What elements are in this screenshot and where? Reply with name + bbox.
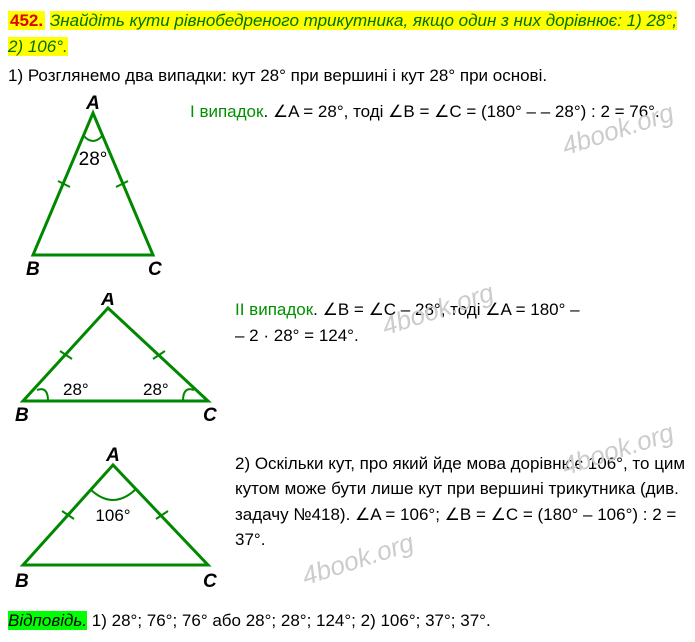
label-A-3: A (105, 447, 120, 466)
triangle-1 (33, 113, 153, 255)
case1-label: I випадок (190, 102, 263, 121)
row-case2: A 28° 28° B C II випадок. ∠B = ∠C – 28°,… (8, 293, 687, 441)
triangle-2 (23, 308, 208, 401)
intro-text: 1) Розглянемо два випадки: кут 28° при в… (8, 63, 687, 89)
answer-text: 1) 28°; 76°; 76° або 28°; 28°; 124°; 2) … (87, 611, 491, 630)
case2-label: II випадок (235, 300, 313, 319)
case2-body-b: – 2 · 28° = 124°. (235, 326, 359, 345)
apex-angle-arc (83, 135, 103, 141)
label-C: C (148, 259, 162, 280)
angle-right-text: 28° (143, 380, 169, 399)
apex-angle-text: 28° (79, 149, 108, 170)
case1-text-col: I випадок. ∠A = 28°, тоді ∠B = ∠C = (180… (190, 95, 687, 125)
label-C-2: C (203, 405, 217, 426)
base-angle-arc-left (37, 389, 48, 401)
apex-angle-arc-3 (90, 489, 136, 500)
label-B: B (26, 259, 40, 280)
part2-text-col: 2) Оскільки кут, про який йде мова дорів… (235, 447, 687, 553)
answer-label: Відповідь. (8, 611, 87, 630)
problem-number: 452. (8, 11, 45, 30)
label-B-3: B (15, 571, 29, 592)
label-A-2: A (100, 293, 115, 310)
label-C-3: C (203, 571, 217, 592)
triangle-figure-3: A 106° B C (8, 447, 223, 605)
problem-text: Знайдіть кути рівнобедреного трикутника,… (8, 11, 677, 56)
label-A: A (85, 95, 100, 114)
row-part2: A 106° B C 2) Оскільки кут, про який йде… (8, 447, 687, 605)
case1-body: . ∠A = 28°, тоді ∠B = ∠C = (180° – – 28°… (263, 102, 659, 121)
row-case1: A 28° B C I випадок. ∠A = 28°, тоді ∠B =… (8, 95, 687, 288)
case2-body-a: . ∠B = ∠C – 28°, тоді ∠A = 180° – (313, 300, 579, 319)
angle-left-text: 28° (63, 380, 89, 399)
problem-header: 452. Знайдіть кути рівнобедреного трикут… (8, 8, 687, 59)
apex-angle-text-3: 106° (95, 506, 130, 525)
case2-text-col: II випадок. ∠B = ∠C – 28°, тоді ∠A = 180… (235, 293, 687, 348)
base-angle-arc-right (183, 389, 194, 401)
triangle-figure-2: A 28° 28° B C (8, 293, 223, 441)
part2-body: 2) Оскільки кут, про який йде мова дорів… (235, 454, 685, 550)
label-B-2: B (15, 405, 29, 426)
triangle-figure-1: A 28° B C (8, 95, 178, 288)
